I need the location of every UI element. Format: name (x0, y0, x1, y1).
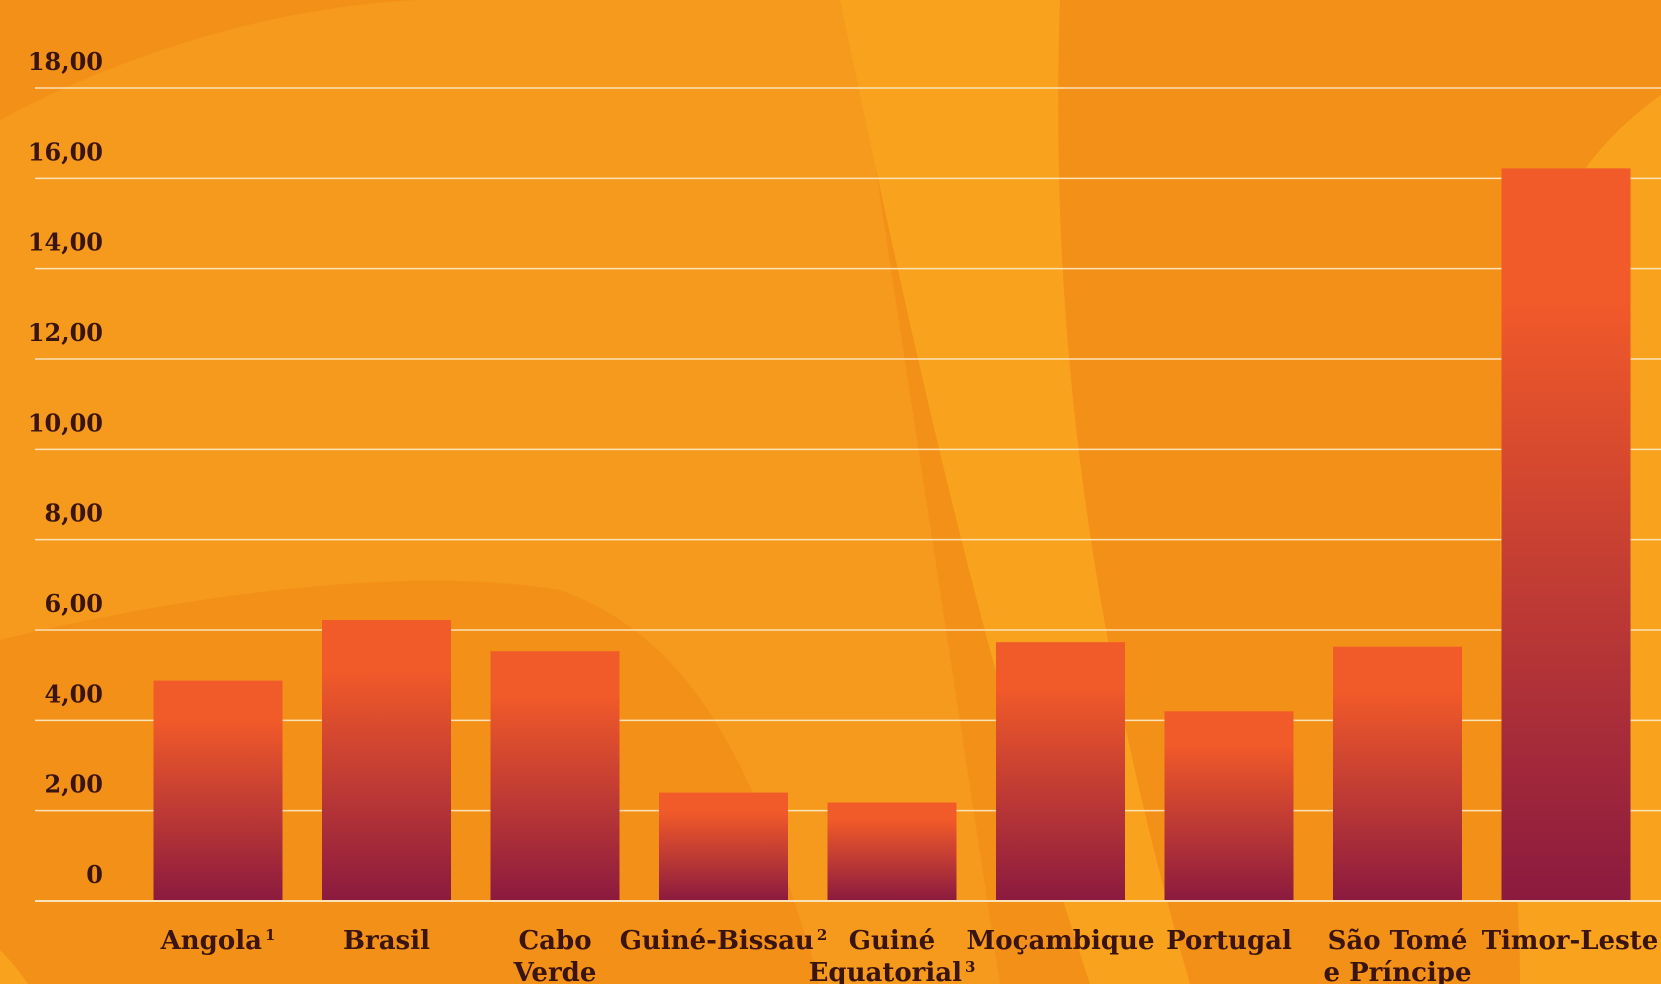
background-swoosh (0, 950, 28, 984)
x-tick-label: Guiné-Bissau 2 (620, 926, 828, 956)
y-tick-label: 16,00 (28, 137, 103, 166)
background-swoosh (0, 0, 1000, 984)
bars (153, 168, 1631, 901)
x-tick-label: Moçambique (967, 926, 1155, 956)
x-tick-label: Brasil (343, 926, 430, 956)
x-tick-label: Portugal (1166, 926, 1292, 956)
y-tick-label: 0 (86, 860, 103, 889)
x-axis-category-labels: Angola 1 Brasil Cabo Verde Guiné-Bissau 2 Guiné… (160, 926, 1659, 984)
y-tick-label: 10,00 (28, 408, 103, 437)
bar (659, 792, 788, 901)
x-tick-label: Angola 1 (160, 926, 276, 956)
bar (1164, 711, 1294, 901)
bar (322, 620, 451, 901)
x-tick-label: Cabo Verde (513, 926, 597, 984)
x-tick-label: Guiné Equatorial 3 (809, 926, 976, 984)
y-tick-label: 4,00 (45, 679, 103, 708)
y-tick-label: 14,00 (28, 228, 103, 257)
bar (1333, 646, 1462, 901)
y-tick-label: 8,00 (45, 499, 103, 528)
bar (1501, 168, 1631, 901)
y-tick-label: 18,00 (28, 47, 103, 76)
bar (490, 651, 620, 901)
bar (996, 642, 1125, 901)
x-tick-label: Timor-Leste (1482, 926, 1659, 956)
y-tick-label: 6,00 (45, 589, 103, 618)
y-tick-label: 2,00 (45, 770, 103, 799)
y-axis-tick-labels: 0 2,00 4,00 6,00 8,00 10,00 12,00 14,00 16,00 18,… (28, 47, 103, 889)
y-tick-label: 12,00 (28, 318, 103, 347)
bar (153, 680, 283, 901)
bar (827, 802, 957, 901)
x-tick-label: São Tomé e Príncipe (1323, 926, 1471, 984)
